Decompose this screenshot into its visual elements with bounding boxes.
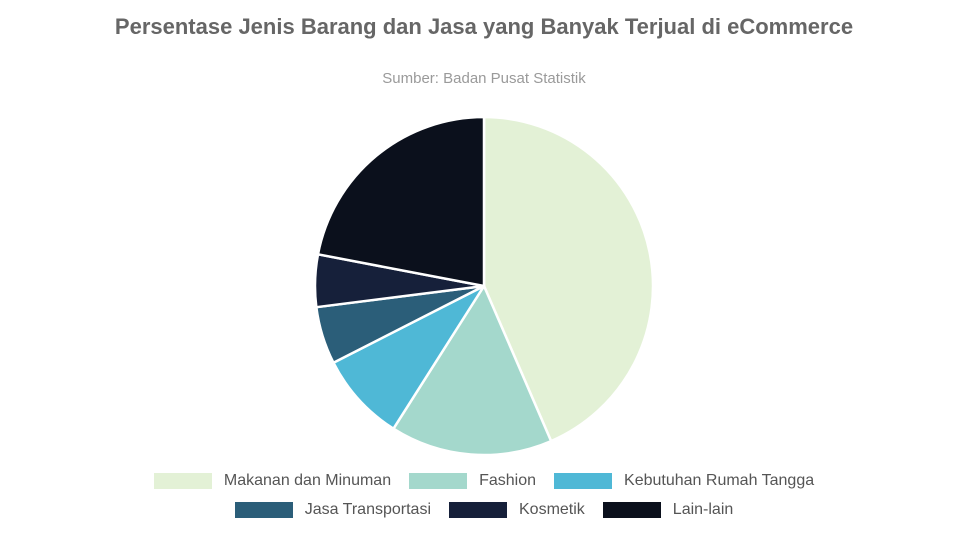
legend-item[interactable]: Kebutuhan Rumah Tangga — [554, 472, 814, 490]
legend-label: Fashion — [479, 472, 537, 489]
pie-slice-makanan-dan-minuman[interactable] — [482, 115, 655, 443]
chart-subtitle: Sumber: Badan Pusat Statistik — [382, 70, 586, 87]
legend-swatch — [554, 473, 613, 489]
legend-label: Makanan dan Minuman — [223, 472, 392, 489]
pie-slice-kebutuhan-rumah-tangga[interactable] — [332, 284, 486, 430]
legend-swatch — [602, 502, 661, 518]
legend-label: Kosmetik — [519, 501, 585, 518]
legend-item[interactable]: Fashion — [409, 472, 536, 490]
legend-label: Kebutuhan Rumah Tangga — [624, 472, 815, 489]
legend-swatch — [409, 473, 468, 489]
chart-title: Persentase Jenis Barang dan Jasa yang Ba… — [114, 14, 854, 39]
legend-row: Makanan dan Minuman Fashion Kebutuhan Ruma… — [153, 472, 814, 490]
legend-item[interactable]: Kosmetik — [449, 501, 585, 519]
legend-row: Jasa Transportasi Kosmetik Lain-lain — [234, 501, 734, 519]
legend-item[interactable]: Makanan dan Minuman — [153, 472, 392, 490]
pie-chart — [313, 115, 655, 457]
legend-item[interactable]: Lain-lain — [602, 501, 734, 519]
pie-slice-fashion[interactable] — [392, 284, 553, 457]
legend-swatch — [449, 502, 507, 518]
legend-label: Lain-lain — [672, 501, 734, 518]
pie-slice-lain-lain[interactable] — [316, 115, 486, 288]
legend-label: Jasa Transportasi — [304, 501, 431, 518]
chart-legend: Makanan dan Minuman Fashion Kebutuhan Ruma… — [0, 472, 968, 519]
legend-swatch — [153, 473, 212, 489]
legend-swatch — [234, 502, 293, 518]
legend-item[interactable]: Jasa Transportasi — [234, 501, 431, 519]
